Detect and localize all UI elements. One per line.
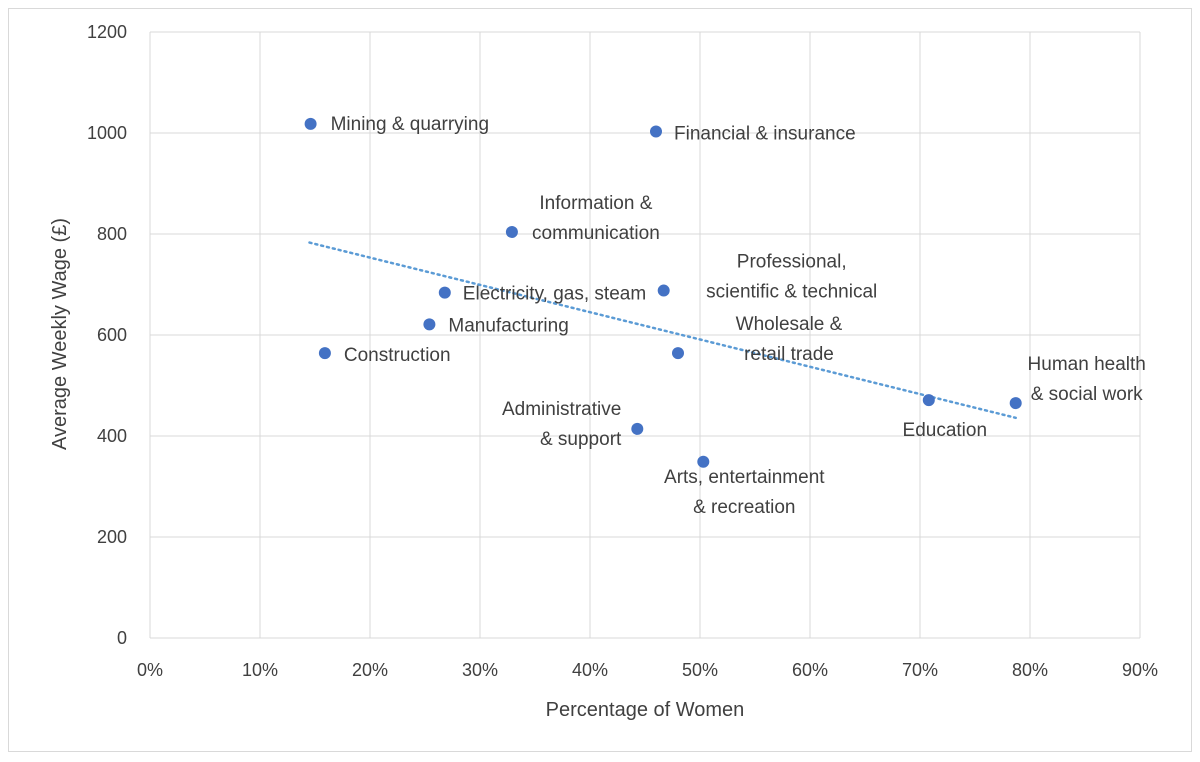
y-tick-label: 200 [97,527,127,547]
data-label: Electricity, gas, steam [463,284,646,305]
trendline [308,241,1017,420]
data-points [304,117,1022,468]
data-label-line: Administrative [502,399,621,420]
x-tick-label: 10% [242,660,278,680]
trendline-layer [308,241,1017,420]
data-point [318,347,331,360]
data-label: Professional, scientific & technical [706,252,877,303]
data-label-line: Arts, entertainment [664,467,825,488]
data-label: Construction [344,345,451,366]
x-tick-label: 50% [682,660,718,680]
data-point [657,284,670,297]
data-labels: Mining & quarrying Financial & insurance I… [331,114,1146,518]
x-tick-label: 70% [902,660,938,680]
data-label-line: Information & [539,193,652,214]
y-axis-title: Average Weekly Wage (£) [49,218,71,450]
chart-frame [8,8,1192,752]
data-point [922,394,935,407]
data-label: Mining & quarrying [331,114,489,135]
data-point [672,347,684,360]
data-label-line: & recreation [693,497,795,518]
data-point [438,286,451,299]
data-label: Arts, entertainment & recreation [664,467,825,518]
x-tick-label: 20% [352,660,388,680]
y-tick-label: 600 [97,325,127,345]
data-point [505,225,518,238]
data-label: Manufacturing [448,315,568,336]
x-tick-label: 90% [1122,660,1158,680]
y-tick-label: 0 [117,628,127,648]
y-tick-label: 800 [97,224,127,244]
y-tick-label: 1000 [87,123,127,143]
data-label: Education [903,420,988,441]
data-point [697,455,710,468]
data-label-line: Professional, [737,252,847,273]
data-point [423,318,436,331]
data-label: Financial & insurance [674,123,856,144]
data-label: Administrative & support [502,399,622,450]
x-tick-label: 80% [1012,660,1048,680]
data-label-line: Wholesale & [736,314,843,335]
data-label: Human health & social work [1028,354,1146,405]
y-tick-label: 1200 [87,22,127,42]
data-label-line: & social work [1031,384,1143,405]
data-point [631,422,644,435]
data-point [304,117,317,130]
data-label-line: scientific & technical [706,282,877,303]
x-axis-title: Percentage of Women [546,699,745,721]
data-label: Information & communication [532,193,660,244]
tick-labels: 0% 10% 20% 30% 40% 50% 60% 70% 80% 90% 0 200 400 600 8… [87,22,1158,680]
data-point [650,125,662,138]
y-tick-label: 400 [97,426,127,446]
data-label-line: communication [532,223,660,244]
x-tick-label: 40% [572,660,608,680]
x-tick-label: 0% [137,660,163,680]
x-tick-label: 30% [462,660,498,680]
gridlines [149,31,1141,639]
data-label-line: Human health [1028,354,1146,375]
data-label: Wholesale & retail trade [736,314,843,365]
data-point [1009,397,1022,410]
data-label-line: & support [540,429,622,450]
x-tick-label: 60% [792,660,828,680]
data-label-line: retail trade [744,344,834,365]
